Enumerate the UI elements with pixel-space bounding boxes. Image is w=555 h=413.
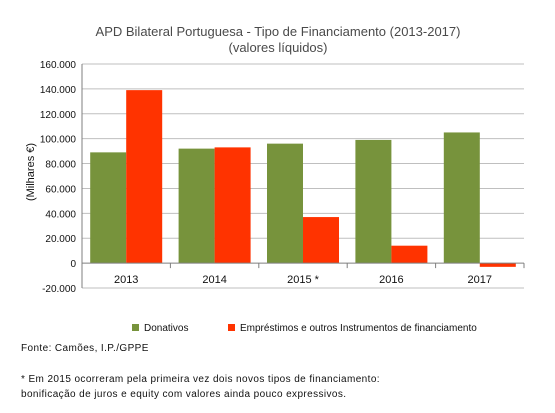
y-tick-label: 160.000 — [40, 60, 77, 71]
legend-swatch — [228, 324, 235, 331]
x-tick-label: 2016 — [379, 274, 403, 286]
y-tick-label: 40.000 — [45, 209, 76, 220]
axes — [81, 64, 525, 288]
footnote-line-1: * Em 2015 ocorreram pela primeira vez do… — [21, 374, 380, 385]
y-tick-label: 60.000 — [45, 184, 76, 195]
x-tick-label: 2013 — [114, 274, 138, 286]
x-tick-label: 2015 * — [287, 274, 320, 286]
legend-swatch — [132, 324, 139, 331]
bar-donativos-2014 — [178, 148, 215, 264]
chart-subtitle: (valores líquidos) — [229, 40, 328, 55]
bar-donativos-2016 — [355, 139, 392, 264]
x-tick-label: 2014 — [202, 274, 226, 286]
chart-title: APD Bilateral Portuguesa - Tipo de Finan… — [96, 24, 461, 39]
y-tick-label: 20.000 — [45, 234, 76, 245]
source-note: Fonte: Camões, I.P./GPPE — [21, 343, 149, 354]
y-tick-label: 120.000 — [40, 110, 77, 121]
y-tick-label: 140.000 — [40, 85, 77, 96]
bar-emprestimos-2017 — [479, 263, 516, 267]
y-tick-labels: -20.000 0 20.000 40.000 60.000 80.000 100.000 1… — [40, 60, 77, 295]
bar-emprestimos-2014 — [214, 147, 251, 264]
bar-donativos-2015 — [267, 143, 303, 264]
y-tick-label: 80.000 — [45, 160, 76, 171]
y-tick-label: 0 — [70, 259, 76, 270]
bar-emprestimos-2013 — [126, 90, 163, 264]
legend: Donativos Empréstimos e outros Instrument… — [132, 323, 477, 334]
bar-emprestimos-2016 — [391, 245, 428, 264]
legend-label: Empréstimos e outros Instrumentos de fin… — [240, 323, 477, 334]
bar-emprestimos-2015 — [303, 217, 339, 264]
footnote-line-2: bonificação de juros e equity com valore… — [21, 389, 347, 400]
x-tick-labels: 2013 2014 2015 * 2016 2017 — [114, 274, 492, 286]
legend-label: Donativos — [144, 323, 188, 334]
bar-donativos-2017 — [443, 132, 480, 264]
y-tick-label: 100.000 — [40, 135, 77, 146]
y-tick-label: -20.000 — [42, 284, 76, 295]
x-tick-label: 2017 — [468, 274, 492, 286]
y-axis-label: (Milhares €) — [25, 143, 37, 201]
bars — [90, 90, 516, 267]
bar-donativos-2013 — [90, 152, 127, 264]
